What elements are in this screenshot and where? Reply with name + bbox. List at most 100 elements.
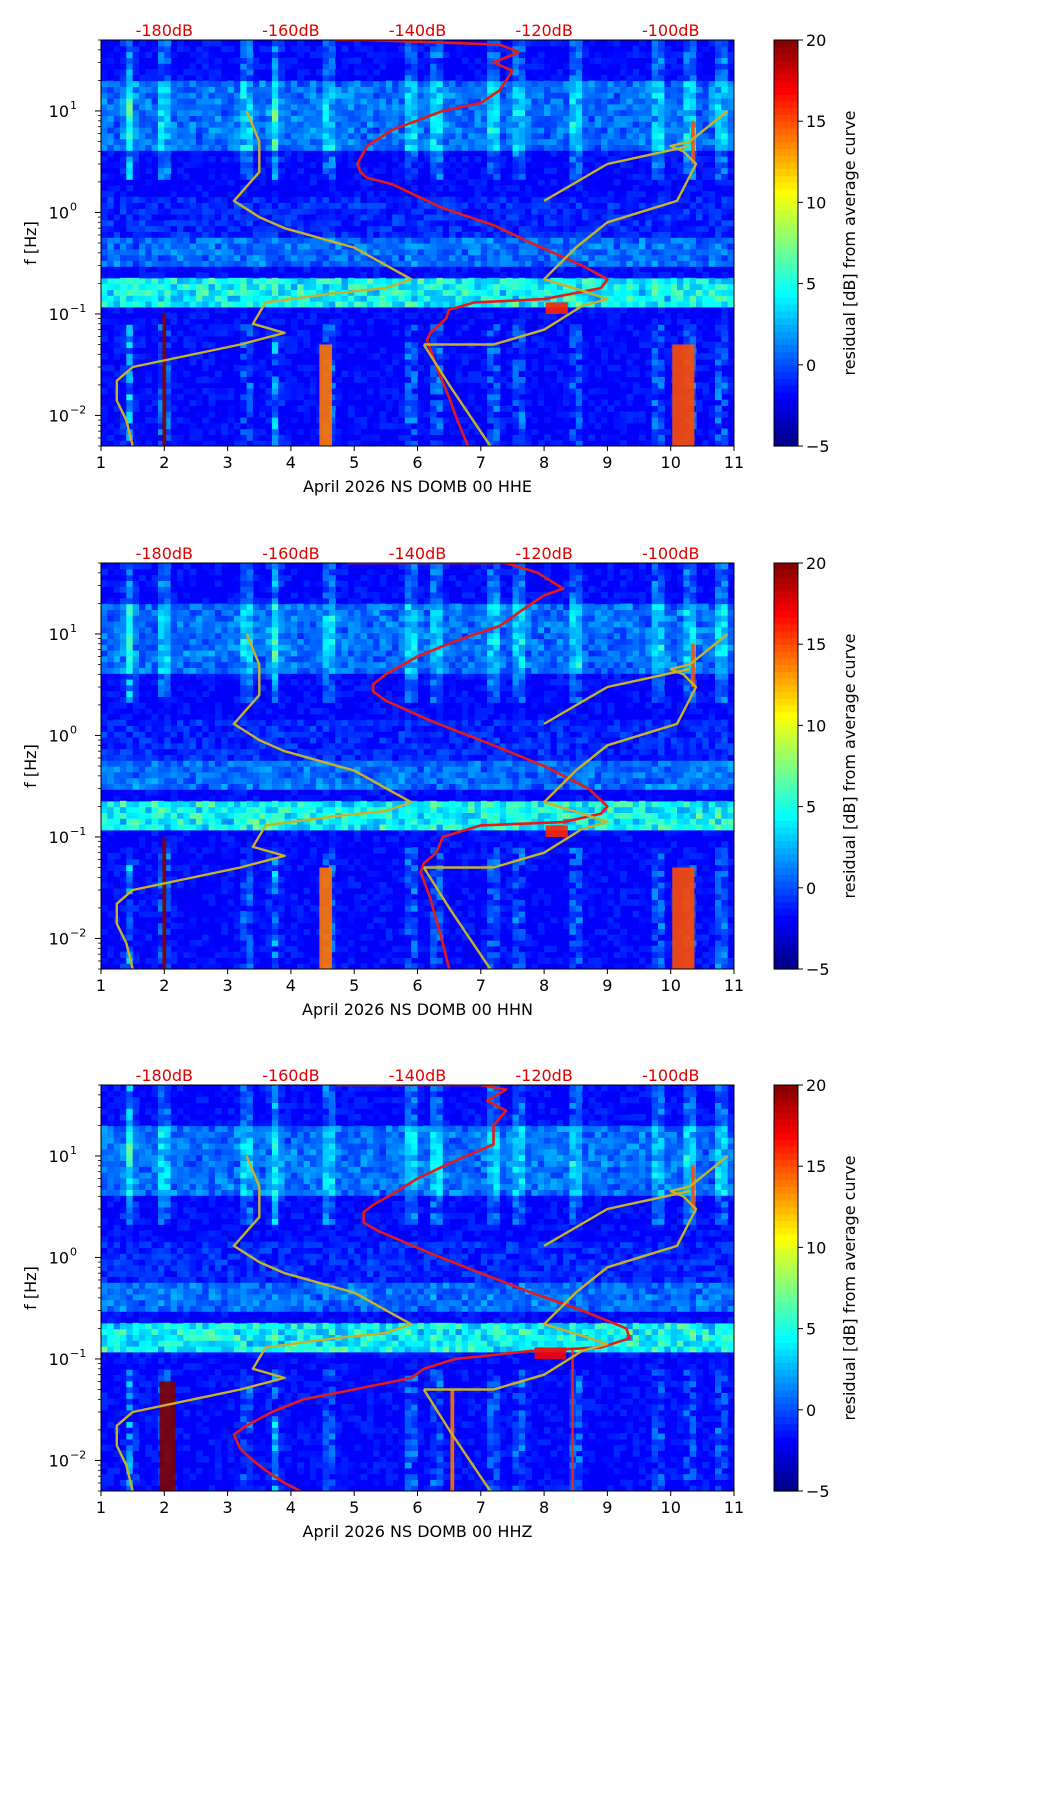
x-tick-label: 1 — [96, 1498, 106, 1517]
colorbar-segment — [774, 948, 798, 957]
colorbar-segment — [774, 364, 798, 373]
colorbar-segment — [774, 331, 798, 339]
colorbar-tick-label: 10 — [806, 193, 826, 212]
colorbar-segment — [774, 671, 798, 679]
colorbar-segment — [774, 121, 798, 129]
colorbar-segment — [774, 1274, 798, 1282]
colorbar-segment — [774, 596, 798, 605]
spectrogram — [101, 1085, 734, 1491]
y-tick-exponent: −1 — [70, 825, 86, 838]
colorbar-tick-label: 20 — [806, 31, 826, 50]
colorbar-segment — [774, 1098, 798, 1106]
hot-column — [159, 1381, 176, 1491]
colorbar-segment — [774, 141, 798, 149]
colorbar-segment — [774, 657, 798, 666]
colorbar-segment — [774, 623, 798, 632]
x-tick-label: 5 — [349, 976, 359, 995]
colorbar-segment — [774, 80, 798, 88]
colorbar-segment — [774, 94, 798, 102]
y-tick-exponent: 1 — [70, 622, 77, 635]
colorbar-segment — [774, 182, 798, 190]
colorbar-segment — [774, 1301, 798, 1309]
colorbar-segment — [774, 1321, 798, 1330]
db-scale-label: -100dB — [642, 544, 699, 563]
colorbar-segment — [774, 799, 798, 808]
colorbar-segment — [774, 209, 798, 217]
colorbar-segment — [774, 276, 798, 285]
colorbar-segment — [774, 60, 798, 68]
colorbar-segment — [774, 590, 798, 598]
colorbar-segment — [774, 1416, 798, 1424]
colorbar-segment — [774, 1193, 798, 1201]
colorbar-segment — [774, 759, 798, 767]
x-tick-label: 2 — [159, 453, 169, 472]
colorbar-segment — [774, 786, 798, 794]
x-tick-label: 7 — [476, 453, 486, 472]
colorbar-segment — [774, 1213, 798, 1221]
colorbar-segment — [774, 826, 798, 835]
colorbar-frame — [773, 1084, 799, 1492]
colorbar-segment — [774, 215, 798, 224]
db-scale-label: -180dB — [136, 544, 193, 563]
colorbar-segment — [774, 236, 798, 244]
hot-column — [162, 836, 167, 969]
hot-column — [545, 302, 568, 314]
colorbar-segment — [774, 630, 798, 639]
colorbar-segment — [774, 405, 798, 413]
hot-column — [162, 313, 167, 446]
x-tick-label: 6 — [412, 1498, 422, 1517]
hot-column — [450, 1389, 455, 1491]
colorbar-segment — [774, 1091, 798, 1100]
colorbar-segment — [774, 134, 798, 143]
y-tick-label: 10 — [49, 406, 69, 425]
y-tick-label: 10 — [49, 726, 69, 745]
x-axis-label: April 2026 NS DOMB 00 HHN — [302, 1000, 533, 1019]
colorbar-segment — [774, 725, 798, 733]
colorbar-segment — [774, 711, 798, 720]
db-scale-label: -180dB — [136, 21, 193, 40]
x-tick-label: 9 — [602, 453, 612, 472]
colorbar-segment — [774, 283, 798, 291]
colorbar-segment — [774, 1186, 798, 1194]
colorbar-segment — [774, 337, 798, 346]
colorbar-segment — [774, 1085, 798, 1093]
colorbar-segment — [774, 1436, 798, 1445]
colorbar-segment — [774, 1206, 798, 1215]
colorbar-segment — [774, 398, 798, 406]
colorbar-segment — [774, 1396, 798, 1404]
colorbar-tick-label: 15 — [806, 112, 826, 131]
colorbar-segment — [774, 779, 798, 787]
colorbar-segment — [774, 1247, 798, 1255]
colorbar-tick-label: 0 — [806, 1401, 816, 1420]
hot-column — [319, 867, 333, 969]
colorbar-segment — [774, 1470, 798, 1479]
spectrogram — [101, 563, 734, 969]
x-axis-label: April 2026 NS DOMB 00 HHE — [303, 477, 532, 496]
colorbar-segment — [774, 1173, 798, 1181]
colorbar-segment — [774, 40, 798, 48]
spectrogram — [101, 40, 734, 446]
colorbar-segment — [774, 1369, 798, 1377]
x-tick-label: 3 — [223, 976, 233, 995]
colorbar-frame — [773, 39, 799, 447]
y-tick-exponent: 0 — [70, 200, 77, 213]
colorbar-segment — [774, 1281, 798, 1289]
colorbar-segment — [774, 1382, 798, 1391]
db-scale-label: -120dB — [515, 21, 572, 40]
colorbar-segment — [774, 1145, 798, 1154]
colorbar-segment — [774, 1179, 798, 1188]
x-tick-label: 8 — [539, 1498, 549, 1517]
colorbar-segment — [774, 576, 798, 584]
colorbar-segment — [774, 684, 798, 693]
colorbar-segment — [774, 738, 798, 747]
colorbar-segment — [774, 644, 798, 652]
x-tick-label: 4 — [286, 1498, 296, 1517]
colorbar-segment — [774, 840, 798, 848]
colorbar-segment — [774, 412, 798, 420]
colorbar-segment — [774, 887, 798, 896]
colorbar-segment — [774, 921, 798, 929]
colorbar-segment — [774, 1308, 798, 1316]
db-scale-label: -160dB — [262, 544, 319, 563]
colorbar-segment — [774, 297, 798, 305]
